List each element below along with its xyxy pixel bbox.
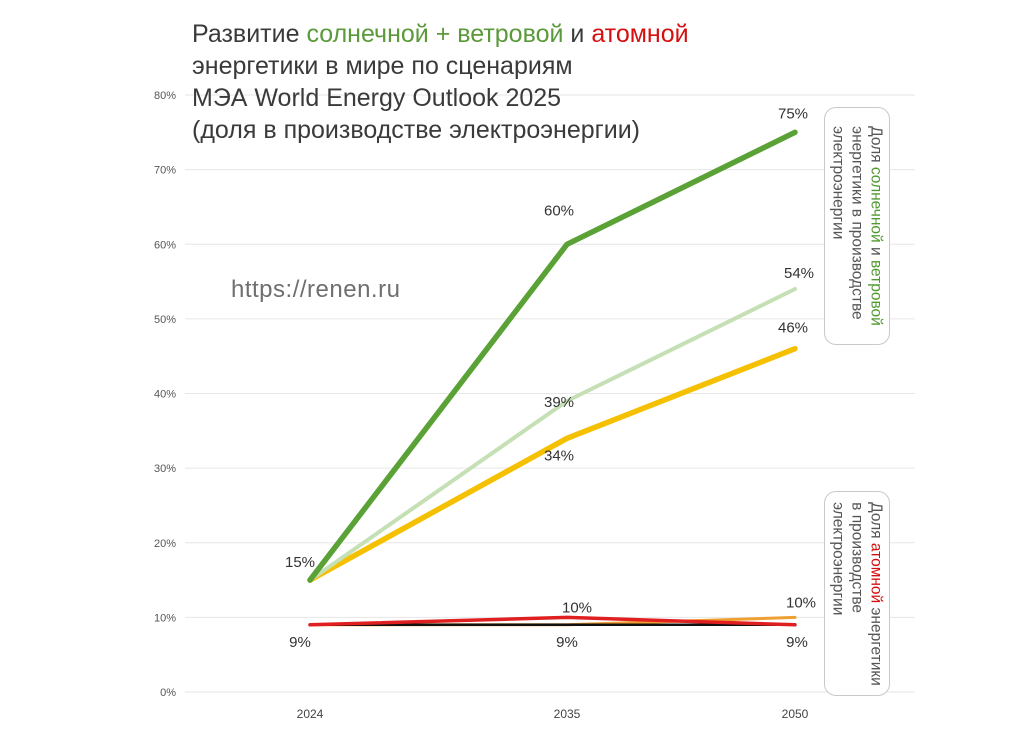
x-axis-ticks: 2024 2035 2050: [297, 707, 809, 721]
gridlines: [185, 94, 915, 693]
series-line: [308, 287, 797, 583]
callout-renewables-line3: электроэнергии: [829, 126, 847, 240]
data-label: 9%: [786, 634, 808, 651]
title-renewables: солнечной + ветровой: [306, 20, 564, 48]
y-tick-label: 40%: [154, 389, 176, 401]
callout-renewables-solar: солнечной: [867, 166, 885, 243]
data-label: 39%: [544, 394, 574, 411]
data-label: 10%: [786, 594, 816, 611]
y-tick-label: 60%: [154, 239, 176, 251]
y-tick-label: 30%: [154, 463, 176, 475]
data-label: 46%: [778, 320, 808, 337]
data-label: 15%: [285, 554, 315, 571]
title-part1: Развитие: [192, 20, 307, 48]
callout-nuclear-line3: электроэнергии: [829, 501, 847, 615]
x-tick-label: 2050: [782, 707, 809, 721]
series-line: [308, 615, 797, 627]
callout-nuclear-line2: в производстве: [848, 501, 866, 613]
callout-renewables-line2: энергетики в производстве: [848, 126, 866, 320]
y-axis-ticks: 0% 10% 20% 30% 40% 50% 60% 70% 80%: [154, 90, 176, 699]
data-label: 9%: [556, 634, 578, 651]
watermark-url: https://renen.ru: [231, 276, 401, 303]
callout-renewables-mid: и: [867, 242, 885, 260]
data-label: 54%: [784, 265, 814, 282]
x-tick-label: 2024: [297, 707, 324, 721]
data-label: 10%: [562, 599, 592, 616]
data-label: 34%: [544, 447, 574, 464]
data-label: 9%: [289, 634, 311, 651]
data-labels: 15% 60% 75% 39% 54% 34% 46% 10% 10% 9% 9% 9%: [285, 105, 816, 651]
title-part2: и: [563, 20, 592, 48]
callout-renewables-wind: ветровой: [867, 259, 885, 326]
y-tick-label: 80%: [154, 90, 176, 102]
y-tick-label: 20%: [154, 538, 176, 550]
data-label: 75%: [778, 105, 808, 122]
chart-title: Развитие солнечной + ветровой и атомной …: [192, 18, 792, 146]
callout-nuclear-word: атомной: [867, 542, 885, 603]
title-nuclear: атомной: [591, 20, 689, 48]
callout-renewables: Доля солнечной и ветровой энергетики в п…: [824, 107, 890, 345]
y-tick-label: 70%: [154, 165, 176, 177]
callout-nuclear: Доля атомной энергетики в производстве э…: [824, 491, 890, 696]
title-line3: МЭА World Energy Outlook 2025: [192, 84, 562, 112]
data-label: 60%: [544, 202, 574, 219]
title-line4: (доля в производстве электроэнергии): [192, 116, 640, 144]
y-tick-label: 0%: [160, 687, 176, 699]
y-tick-label: 50%: [154, 314, 176, 326]
x-tick-label: 2035: [554, 707, 581, 721]
series-line: [307, 345, 798, 583]
callout-nuclear-suffix: энергетики: [867, 602, 885, 686]
series-line: [307, 129, 798, 583]
y-tick-label: 10%: [154, 612, 176, 624]
callout-nuclear-prefix: Доля: [867, 501, 885, 543]
callout-renewables-prefix: Доля: [867, 126, 885, 167]
title-line2: энергетики в мире по сценариям: [192, 52, 573, 80]
series-lines: [307, 129, 798, 627]
